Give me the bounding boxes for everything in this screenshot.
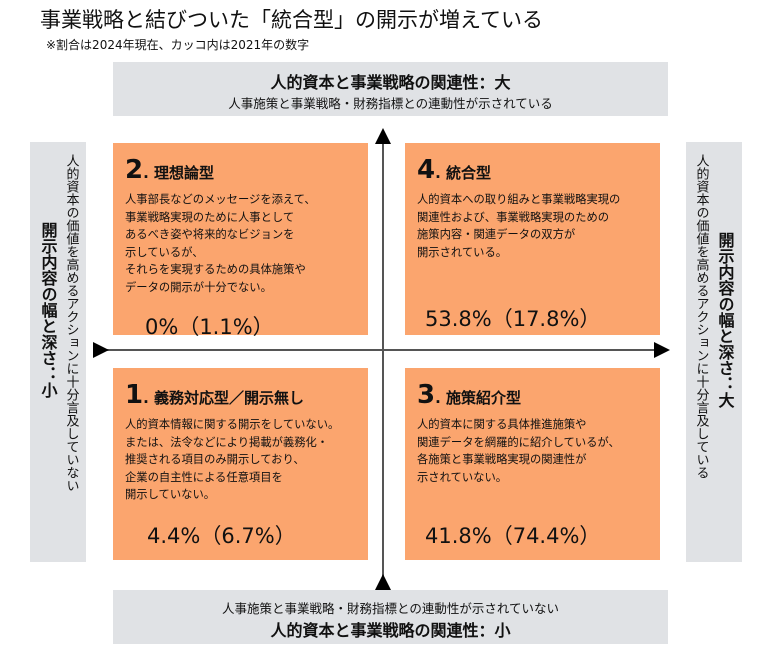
quadrant-idealistic: 2. 理想論型 人事部長などのメッセージを添えて、 事業戦略実現のために人事とし… <box>113 143 368 339</box>
quadrant-heading: 1. 義務対応型／開示無し <box>125 380 368 410</box>
bottom-axis-sub: 人事施策と事業戦略・財務指標との連動性が示されていない <box>221 601 559 616</box>
left-axis-sub: 人的資本の価値を高めるアクションに十分言及していない <box>63 154 79 492</box>
quadrant-number: 3 <box>417 380 436 410</box>
quadrant-percent: 0%（1.1%） <box>145 315 274 339</box>
quadrant-heading: 3. 施策紹介型 <box>417 380 660 410</box>
quadrant-name: . 統合型 <box>435 164 492 182</box>
bottom-axis-label: 人事施策と事業戦略・財務指標との連動性が示されていない 人的資本と事業戦略の関連… <box>113 590 668 644</box>
quadrant-measures: 3. 施策紹介型 人的資本に関する具体推進施策や 関連データを網羅的に紹介してい… <box>405 368 660 560</box>
quadrant-compliance: 1. 義務対応型／開示無し 人的資本情報に関する開示をしていない。 または、法令… <box>113 368 368 560</box>
note: ※割合は2024年現在、カッコ内は2021年の数字 <box>46 38 310 52</box>
quadrant-number: 4 <box>417 155 436 185</box>
quadrant-description: 人的資本に関する具体推進施策や 関連データを網羅的に紹介しているが、 各施策と事… <box>417 418 620 484</box>
top-axis-sub: 人事施策と事業戦略・財務指標との連動性が示されている <box>228 96 553 111</box>
quadrant-number: 1 <box>125 380 144 410</box>
quadrant-percent: 4.4%（6.7%） <box>147 524 296 548</box>
bottom-axis-bold: 人的資本と事業戦略の関連性：小 <box>270 621 511 640</box>
right-axis-bold: 開示内容の幅と深さ：大 <box>715 232 735 408</box>
quadrant-integrated: 4. 統合型 人的資本への取り組みと事業戦略実現の 関連性および、事業戦略実現の… <box>405 143 660 335</box>
quadrant-number: 2 <box>125 155 144 185</box>
quadrant-description: 人事部長などのメッセージを添えて、 事業戦略実現のために人事として あるべき姿や… <box>125 193 316 294</box>
quadrant-heading: 2. 理想論型 <box>125 155 368 185</box>
left-axis-bold: 開示内容の幅と深さ：小 <box>38 222 58 398</box>
top-axis-bold: 人的資本と事業戦略の関連性：大 <box>270 73 511 92</box>
right-axis-sub: 人的資本の価値を高めるアクションに十分言及している <box>693 154 709 479</box>
top-axis-label: 人的資本と事業戦略の関連性：大 人事施策と事業戦略・財務指標との連動性が示されて… <box>113 62 668 116</box>
quadrant-heading: 4. 統合型 <box>417 155 660 185</box>
right-axis-label: 人的資本の価値を高めるアクションに十分言及している 開示内容の幅と深さ：大 <box>686 142 742 562</box>
quadrant-name: . 義務対応型／開示無し <box>143 389 305 407</box>
quadrant-percent: 41.8%（74.4%） <box>425 524 601 548</box>
quadrant-description: 人的資本への取り組みと事業戦略実現の 関連性および、事業戦略実現のための 施策内… <box>417 193 621 259</box>
quadrant-name: . 理想論型 <box>143 164 215 182</box>
left-axis-label: 開示内容の幅と深さ：小 人的資本の価値を高めるアクションに十分言及していない <box>30 142 86 562</box>
quadrant-name: . 施策紹介型 <box>435 389 522 407</box>
page-title: 事業戦略と結びついた「統合型」の開示が増えている <box>40 8 543 32</box>
quadrant-percent: 53.8%（17.8%） <box>425 307 601 331</box>
quadrant-description: 人的資本情報に関する開示をしていない。 または、法令などにより掲載が義務化・ 推… <box>125 418 340 501</box>
